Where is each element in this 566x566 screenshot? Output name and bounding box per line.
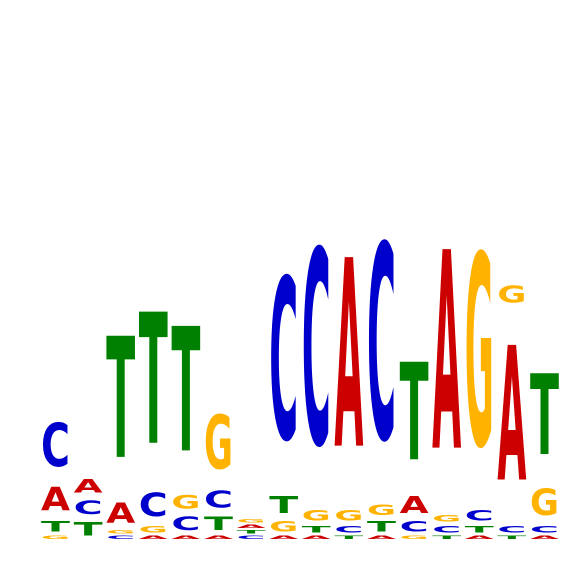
logo-letter-A-pos-5: A <box>171 535 200 540</box>
logo-letter-T-pos-12: T <box>400 337 429 492</box>
logo-letter-C-pos-13: C <box>432 524 461 535</box>
logo-letter-T-pos-4: T <box>139 276 168 485</box>
logo-letter-C-pos-14: C <box>465 508 494 524</box>
logo-letter-C-pos-7: C <box>237 535 266 540</box>
logo-stacks: GTACTCACGATAGCTACGTATCGCTAGAGTCATGCTCGAA… <box>41 190 559 540</box>
logo-letter-A-pos-14: A <box>465 535 494 540</box>
logo-letter-T-pos-7: T <box>237 529 267 534</box>
logo-letter-G-pos-16: G <box>530 480 559 524</box>
logo-letter-T-pos-8: T <box>269 492 299 519</box>
logo-letter-G-pos-13: G <box>432 513 461 524</box>
logo-letter-A-pos-15: A <box>497 309 526 524</box>
logo-letter-T-pos-15: T <box>497 535 527 540</box>
logo-letter-C-pos-2: C <box>74 497 103 519</box>
logo-letter-T-pos-5: T <box>171 294 200 492</box>
logo-letter-C-pos-16: C <box>530 524 559 535</box>
logo-letter-A-pos-8: A <box>269 535 298 540</box>
logo-letter-G-pos-12: G <box>400 535 429 540</box>
logo-letter-C-pos-8: C <box>269 232 298 491</box>
logo-letter-C-pos-1: C <box>41 411 70 481</box>
logo-letter-G-pos-3: G <box>106 529 135 534</box>
logo-letter-C-pos-4: C <box>139 487 168 525</box>
logo-letter-A-pos-4: A <box>139 535 168 540</box>
logo-letter-C-pos-10: C <box>334 524 363 535</box>
logo-letter-A-pos-1: A <box>41 482 70 519</box>
logo-letter-C-pos-12: C <box>400 519 429 535</box>
logo-letter-A-pos-6: A <box>204 535 233 540</box>
logo-letter-C-pos-11: C <box>367 190 396 502</box>
logo-letter-C-pos-9: C <box>302 196 331 508</box>
logo-letter-G-pos-11: G <box>367 503 396 519</box>
logo-letter-C-pos-5: C <box>171 513 200 535</box>
logo-letter-A-pos-12: A <box>400 492 429 519</box>
logo-letter-T-pos-3: T <box>106 302 135 497</box>
logo-letter-A-pos-10: A <box>334 206 363 507</box>
logo-letter-T-pos-16: T <box>530 351 559 480</box>
logo-letter-C-pos-6: C <box>204 486 233 513</box>
logo-letter-G-pos-1: G <box>41 535 70 540</box>
logo-letter-A-pos-2: A <box>74 475 103 496</box>
logo-letter-C-pos-15: C <box>497 524 526 535</box>
logo-letter-A-pos-11: A <box>367 535 396 540</box>
logo-letter-G-pos-5: G <box>171 492 200 514</box>
logo-letter-A-pos-9: A <box>302 535 331 540</box>
logo-letter-G-pos-15: G <box>497 281 526 308</box>
logo-letter-T-pos-14: T <box>465 524 494 535</box>
logo-letter-A-pos-7: A <box>237 524 266 529</box>
logo-letter-T-pos-9: T <box>302 524 331 535</box>
logo-letter-G-pos-6: G <box>204 399 233 486</box>
logo-letter-G-pos-4: G <box>139 524 168 535</box>
logo-letter-T-pos-1: T <box>41 519 71 535</box>
logo-letter-G-pos-14: G <box>465 202 494 508</box>
logo-letter-A-pos-3: A <box>106 496 136 529</box>
logo-letter-T-pos-11: T <box>367 519 397 535</box>
logo-letter-T-pos-13: T <box>432 535 462 540</box>
logo-letter-G-pos-9: G <box>302 508 331 524</box>
logo-letter-A-pos-13: A <box>432 195 461 512</box>
logo-letter-G-pos-10: G <box>334 508 363 524</box>
logo-letter-T-pos-2: T <box>74 519 104 540</box>
logo-letter-G-pos-7: G <box>237 518 266 523</box>
logo-letter-G-pos-8: G <box>269 519 298 535</box>
logo-letter-T-pos-10: T <box>334 535 364 540</box>
logo-letter-C-pos-3: C <box>106 535 135 540</box>
logo-letter-A-pos-16: A <box>530 535 559 540</box>
logo-letter-T-pos-6: T <box>204 513 234 534</box>
